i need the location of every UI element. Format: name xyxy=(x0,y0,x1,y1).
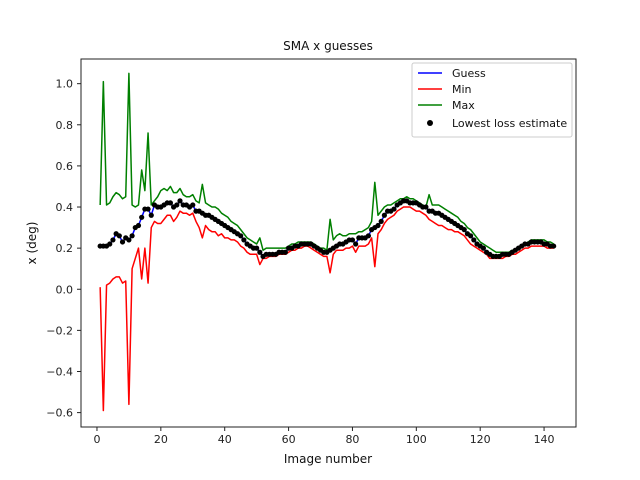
x-tick-label: 120 xyxy=(470,433,491,446)
scatter-point xyxy=(116,233,122,239)
y-tick-label: −0.6 xyxy=(46,407,73,420)
scatter-point xyxy=(190,202,196,208)
legend-min-label: Min xyxy=(452,83,472,96)
x-tick-label: 80 xyxy=(345,433,359,446)
scatter-point xyxy=(349,237,356,243)
x-tick-label: 100 xyxy=(406,433,427,446)
scatter-point xyxy=(126,237,132,243)
chart-title: SMA x guesses xyxy=(283,39,373,53)
scatter-point xyxy=(375,222,381,229)
x-tick-label: 0 xyxy=(93,433,100,446)
scatter-point xyxy=(423,204,429,210)
scatter-point xyxy=(119,239,126,245)
scatter-point xyxy=(378,218,384,225)
plot-frame xyxy=(80,58,577,428)
axes-layer: 0 20 40 60 80 100 120 140 −0.6 −0.4 −0.2 0.0 0.2 0.4 0… xyxy=(46,58,577,446)
y-axis-label: x (deg) xyxy=(25,222,39,265)
y-tick-label: 1.0 xyxy=(56,78,74,91)
scatter-point xyxy=(110,237,116,243)
scatter-point xyxy=(461,227,467,233)
scatter-point xyxy=(129,233,135,239)
scatter-point xyxy=(238,233,244,239)
y-tick-label: 0.4 xyxy=(56,201,74,214)
scatter-point xyxy=(257,249,263,255)
y-tick-label: −0.2 xyxy=(46,324,73,337)
scatter-point xyxy=(381,212,387,218)
scatter-point xyxy=(468,233,474,239)
scatter-point xyxy=(107,241,113,247)
x-tick-label: 60 xyxy=(282,433,296,446)
x-tick-label: 40 xyxy=(218,433,232,446)
legend: Guess Min Max Lowest loss estimate xyxy=(411,62,573,138)
scatter-point xyxy=(282,249,288,255)
scatter-point xyxy=(471,237,477,243)
scatter-point xyxy=(139,214,145,220)
x-tick-label: 20 xyxy=(154,433,168,446)
scatter-point xyxy=(174,202,180,208)
scatter-point xyxy=(145,206,151,212)
scatter-point xyxy=(135,222,142,229)
legend-max-label: Max xyxy=(452,99,475,112)
x-axis-label: Image number xyxy=(284,452,372,466)
y-tick-label: 0.0 xyxy=(56,283,74,296)
y-tick-label: 0.6 xyxy=(56,160,74,173)
scatter-point xyxy=(148,212,154,218)
y-tick-label: 0.8 xyxy=(56,119,74,132)
y-tick-label: 0.2 xyxy=(56,242,74,255)
scatter-point xyxy=(177,198,183,204)
scatter-point xyxy=(353,241,359,247)
scatter-point xyxy=(551,243,557,249)
scatter-point xyxy=(254,245,260,251)
scatter-layer xyxy=(97,198,557,259)
y-tick-label: −0.4 xyxy=(46,365,73,378)
scatter-point xyxy=(241,237,247,243)
x-tick-label: 140 xyxy=(534,433,555,446)
scatter-point xyxy=(391,206,397,212)
legend-scatter-swatch xyxy=(427,120,433,126)
scatter-point xyxy=(365,233,372,239)
legend-scatter-label: Lowest loss estimate xyxy=(452,117,567,130)
legend-box xyxy=(411,62,573,138)
scatter-point xyxy=(480,245,486,251)
series-line-min xyxy=(99,206,554,412)
legend-guess-label: Guess xyxy=(452,67,486,80)
scatter-point xyxy=(167,200,174,206)
